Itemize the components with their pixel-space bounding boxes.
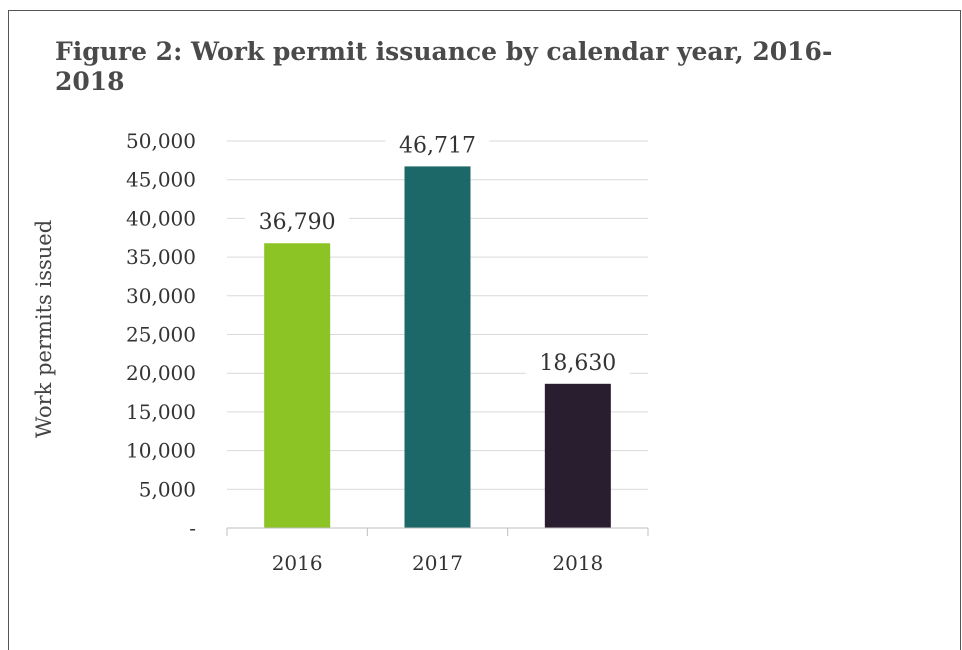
y-tick-labels: - 5,000 10,000 15,000 20,000 25,000 30,000 35,0… xyxy=(126,129,196,540)
y-tick-label: 25,000 xyxy=(126,323,196,347)
data-label: 36,790 xyxy=(259,210,336,235)
data-label: 46,717 xyxy=(399,133,476,158)
x-tick-labels: 2016 2017 2018 xyxy=(272,551,604,575)
y-tick-label: - xyxy=(189,516,196,540)
data-label-bg xyxy=(525,346,630,377)
y-tick-label: 20,000 xyxy=(126,361,196,385)
bars xyxy=(264,166,611,529)
y-tick-label: 35,000 xyxy=(126,245,196,269)
y-tick-label: 15,000 xyxy=(126,400,196,424)
data-label-bg xyxy=(245,206,350,237)
y-tick-label: 40,000 xyxy=(126,206,196,230)
chart-title: Figure 2: Work permit issuance by calend… xyxy=(55,37,833,96)
figure-frame xyxy=(8,10,961,650)
y-tick-label: 45,000 xyxy=(126,168,196,192)
y-axis-label: Work permits issued xyxy=(32,220,56,438)
bar-chart: - 5,000 10,000 15,000 20,000 25,000 30,000 35,0… xyxy=(32,129,649,575)
data-label-bg xyxy=(385,129,490,160)
data-labels: 36,790 46,717 18,630 xyxy=(245,129,630,377)
y-tick-label: 50,000 xyxy=(126,129,196,153)
y-tick-label: 5,000 xyxy=(139,477,196,501)
y-tick-label: 30,000 xyxy=(126,284,196,308)
y-tick-label: 10,000 xyxy=(126,439,196,463)
data-label: 18,630 xyxy=(539,351,616,376)
x-tick-label: 2017 xyxy=(412,551,463,575)
x-tick-label: 2016 xyxy=(272,551,323,575)
bar-2017 xyxy=(404,166,471,529)
bar-2016 xyxy=(264,243,331,528)
x-axis xyxy=(226,527,649,536)
x-tick-label: 2018 xyxy=(552,551,603,575)
bar-2018 xyxy=(544,383,611,528)
